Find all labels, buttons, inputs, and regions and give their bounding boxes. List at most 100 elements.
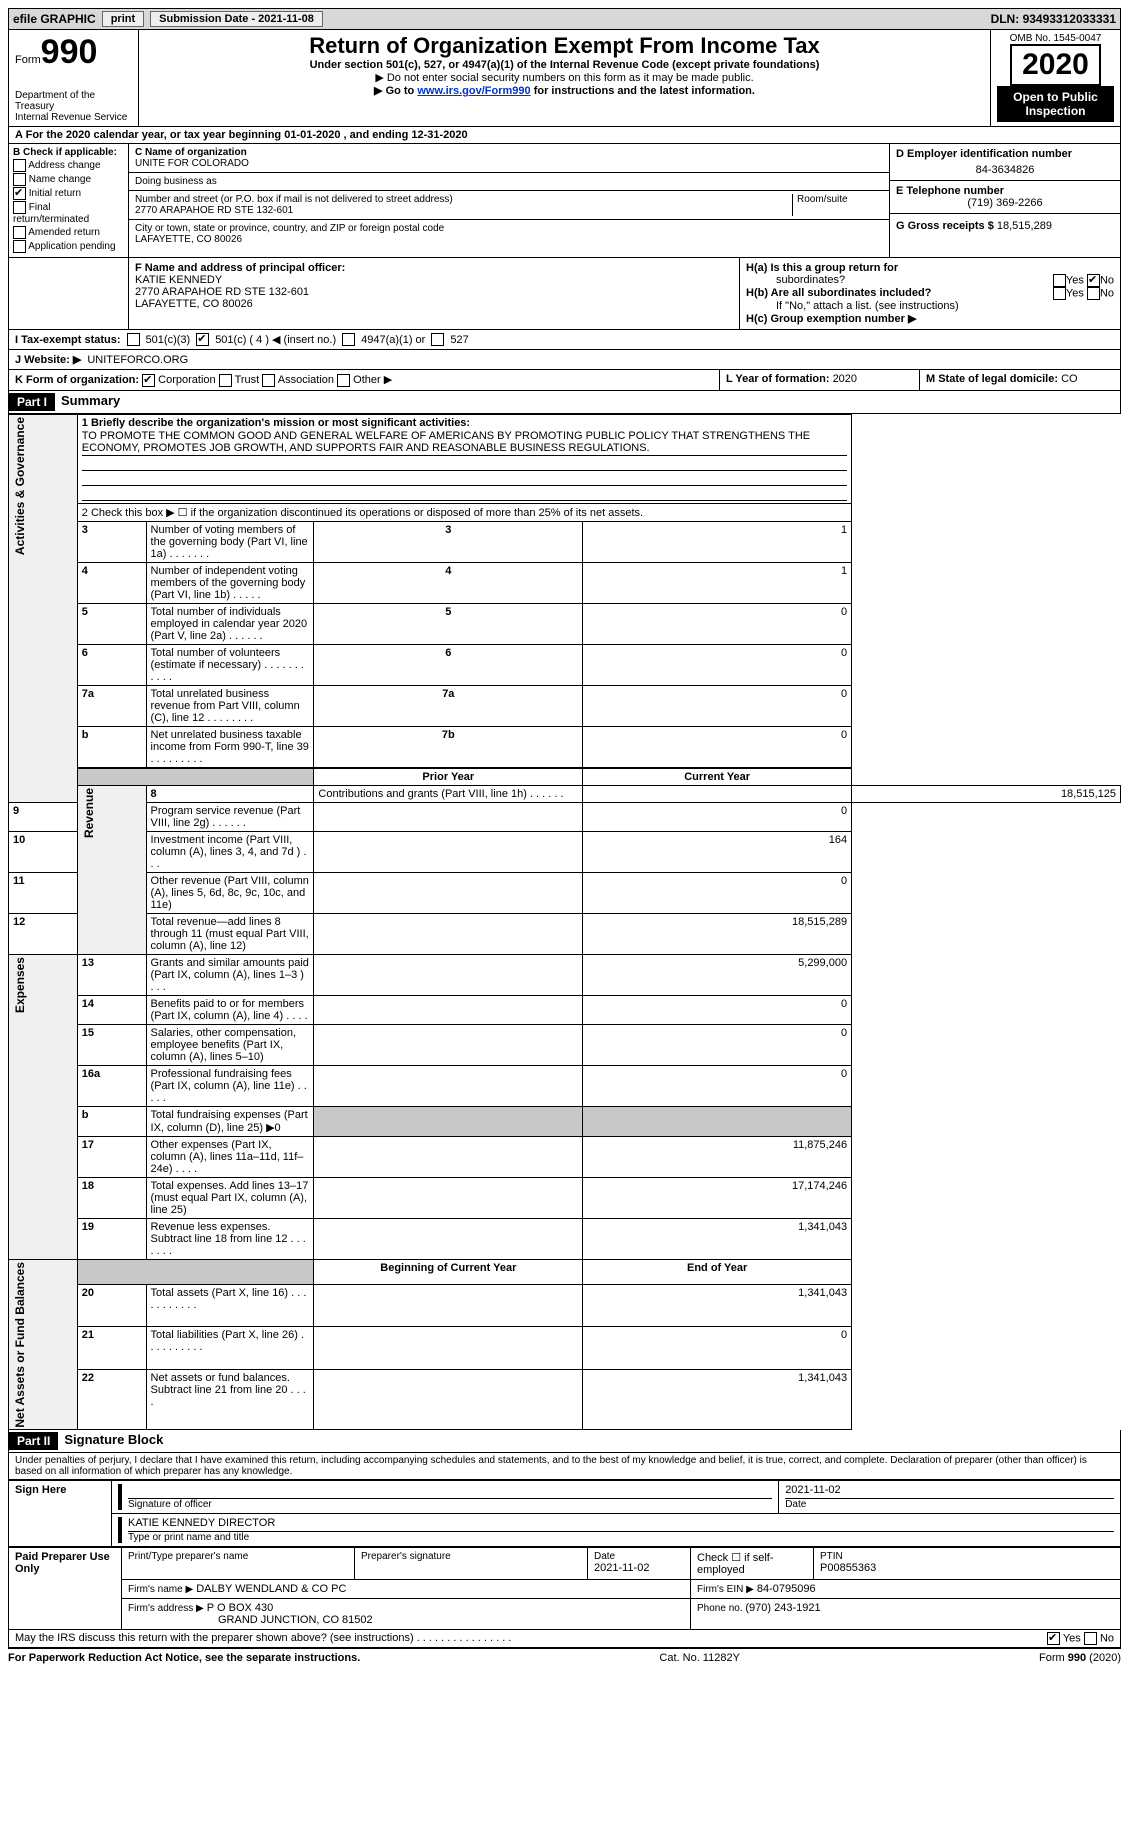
officer-name: KATIE KENNEDY bbox=[135, 274, 222, 286]
firm-ein: 84-0795096 bbox=[757, 1583, 816, 1595]
form-page: Form 990 (2020) bbox=[1039, 1652, 1121, 1664]
cb-trust[interactable] bbox=[219, 374, 232, 387]
cb-amended[interactable]: Amended return bbox=[13, 226, 124, 239]
year-cell: OMB No. 1545-0047 2020 Open to Public In… bbox=[990, 30, 1120, 126]
cb-501c[interactable] bbox=[196, 333, 209, 346]
part-ii-header: Part II Signature Block bbox=[8, 1430, 1121, 1453]
website-value: UNITEFORCO.ORG bbox=[87, 354, 188, 366]
cb-corp[interactable] bbox=[142, 374, 155, 387]
open-public-label: Open to Public Inspection bbox=[997, 86, 1114, 122]
section-bcdeg: B Check if applicable: Address change Na… bbox=[8, 144, 1121, 258]
cb-may-no[interactable] bbox=[1084, 1632, 1097, 1645]
section-fh: F Name and address of principal officer:… bbox=[8, 258, 1121, 330]
form-number-cell: Form990 Department of the Treasury Inter… bbox=[9, 30, 139, 126]
gov-row: 6Total number of volunteers (estimate if… bbox=[9, 644, 1121, 685]
section-l: L Year of formation: 2020 bbox=[720, 370, 920, 390]
governance-label: Activities & Governance bbox=[13, 417, 27, 555]
signature-table: Sign Here Signature of officer 2021-11-0… bbox=[8, 1480, 1121, 1547]
gov-row: 7aTotal unrelated business revenue from … bbox=[9, 685, 1121, 726]
org-name-box: C Name of organization UNITE FOR COLORAD… bbox=[129, 144, 889, 173]
page-footer: For Paperwork Reduction Act Notice, see … bbox=[8, 1648, 1121, 1664]
rev-row: 12Total revenue—add lines 8 through 11 (… bbox=[9, 913, 1121, 954]
section-m: M State of legal domicile: CO bbox=[920, 370, 1120, 390]
firm-phone: (970) 243-1921 bbox=[745, 1602, 820, 1614]
phone-value: (719) 369-2266 bbox=[896, 197, 1114, 209]
sign-here-label: Sign Here bbox=[9, 1481, 112, 1547]
top-bar: efile GRAPHIC print Submission Date - 20… bbox=[8, 8, 1121, 30]
hc-label: H(c) Group exemption number ▶ bbox=[746, 312, 1114, 325]
omb-label: OMB No. 1545-0047 bbox=[997, 33, 1114, 44]
exp-row: bTotal fundraising expenses (Part IX, co… bbox=[9, 1106, 1121, 1136]
b-label: B Check if applicable: bbox=[13, 147, 124, 158]
pra-notice: For Paperwork Reduction Act Notice, see … bbox=[8, 1652, 360, 1664]
officer-addr1: 2770 ARAPAHOE RD STE 132-601 bbox=[135, 286, 309, 298]
prior-year-header: Prior Year bbox=[314, 768, 583, 786]
irs-link[interactable]: www.irs.gov/Form990 bbox=[417, 85, 530, 97]
cat-no: Cat. No. 11282Y bbox=[659, 1652, 740, 1664]
exp-row: 18Total expenses. Add lines 13–17 (must … bbox=[9, 1177, 1121, 1218]
street-value: 2770 ARAPAHOE RD STE 132-601 bbox=[135, 205, 293, 216]
paid-preparer-label: Paid Preparer Use Only bbox=[9, 1548, 122, 1630]
cb-addr-change[interactable]: Address change bbox=[13, 159, 124, 172]
section-c: C Name of organization UNITE FOR COLORAD… bbox=[129, 144, 890, 257]
tax-year: 2020 bbox=[1010, 44, 1101, 86]
cb-initial[interactable]: Initial return bbox=[13, 187, 124, 200]
may-irs-yesno: Yes No bbox=[1047, 1632, 1114, 1645]
firm-addr1: P O BOX 430 bbox=[207, 1602, 273, 1614]
rev-row: 11Other revenue (Part VIII, column (A), … bbox=[9, 872, 1121, 913]
begin-year-header: Beginning of Current Year bbox=[314, 1259, 583, 1284]
section-i: I Tax-exempt status: 501(c)(3) 501(c) ( … bbox=[8, 330, 1121, 350]
section-j: J Website: ▶ UNITEFORCO.ORG bbox=[8, 350, 1121, 370]
gov-row: 4Number of independent voting members of… bbox=[9, 562, 1121, 603]
net-row: 20Total assets (Part X, line 16) . . . .… bbox=[9, 1284, 1121, 1327]
penalty-text: Under penalties of perjury, I declare th… bbox=[8, 1453, 1121, 1480]
cb-4947[interactable] bbox=[342, 333, 355, 346]
gross-receipts: 18,515,289 bbox=[997, 220, 1052, 232]
e-label: E Telephone number bbox=[896, 185, 1114, 197]
may-irs-row: May the IRS discuss this return with the… bbox=[8, 1630, 1121, 1648]
g-label: G Gross receipts $ bbox=[896, 220, 997, 232]
section-k: K Form of organization: Corporation Trus… bbox=[9, 370, 720, 390]
efile-label: efile GRAPHIC bbox=[13, 12, 96, 26]
cb-final[interactable]: Final return/terminated bbox=[13, 201, 124, 225]
section-h: H(a) Is this a group return for subordin… bbox=[740, 258, 1120, 329]
rev-row: 9Program service revenue (Part VIII, lin… bbox=[9, 802, 1121, 831]
cb-app-pending[interactable]: Application pending bbox=[13, 240, 124, 253]
exp-row: 17Other expenses (Part IX, column (A), l… bbox=[9, 1136, 1121, 1177]
section-f: F Name and address of principal officer:… bbox=[129, 258, 740, 329]
form-header: Form990 Department of the Treasury Inter… bbox=[8, 30, 1121, 127]
exp-row: 15Salaries, other compensation, employee… bbox=[9, 1024, 1121, 1065]
rev-row: 10Investment income (Part VIII, column (… bbox=[9, 831, 1121, 872]
prep-date: 2021-11-02 bbox=[594, 1562, 684, 1574]
city-box: City or town, state or province, country… bbox=[129, 220, 889, 248]
gov-row: bNet unrelated business taxable income f… bbox=[9, 726, 1121, 768]
cb-assoc[interactable] bbox=[262, 374, 275, 387]
summary-table: Activities & Governance 1 Briefly descri… bbox=[8, 414, 1121, 1431]
print-button[interactable]: print bbox=[102, 11, 144, 27]
irs-label: Internal Revenue Service bbox=[15, 112, 132, 123]
sig-date: 2021-11-02 bbox=[785, 1484, 1114, 1499]
cb-527[interactable] bbox=[431, 333, 444, 346]
hb-yesno: Yes No bbox=[1053, 287, 1114, 300]
subtitle-2: ▶ Do not enter social security numbers o… bbox=[145, 71, 984, 84]
org-name: UNITE FOR COLORADO bbox=[135, 158, 249, 169]
exp-row: 14Benefits paid to or for members (Part … bbox=[9, 995, 1121, 1024]
netassets-label: Net Assets or Fund Balances bbox=[13, 1262, 27, 1428]
gov-row: 3Number of voting members of the governi… bbox=[9, 521, 1121, 562]
section-b: B Check if applicable: Address change Na… bbox=[9, 144, 129, 257]
cb-name-change[interactable]: Name change bbox=[13, 173, 124, 186]
gov-row: 5Total number of individuals employed in… bbox=[9, 603, 1121, 644]
ein-value: 84-3634826 bbox=[896, 160, 1114, 180]
subtitle-1: Under section 501(c), 527, or 4947(a)(1)… bbox=[145, 59, 984, 71]
line2: 2 Check this box ▶ ☐ if the organization… bbox=[77, 503, 851, 521]
cb-501c3[interactable] bbox=[127, 333, 140, 346]
exp-row: 19Revenue less expenses. Subtract line 1… bbox=[9, 1218, 1121, 1259]
subtitle-3: ▶ Go to www.irs.gov/Form990 for instruct… bbox=[145, 84, 984, 97]
cb-may-yes[interactable] bbox=[1047, 1632, 1060, 1645]
dept-label: Department of the Treasury bbox=[15, 90, 132, 112]
line1-label: 1 Briefly describe the organization's mi… bbox=[82, 417, 847, 429]
cb-other[interactable] bbox=[337, 374, 350, 387]
self-employed-check[interactable]: Check ☐ if self-employed bbox=[691, 1548, 814, 1580]
end-year-header: End of Year bbox=[583, 1259, 852, 1284]
firm-name: DALBY WENDLAND & CO PC bbox=[196, 1583, 346, 1595]
